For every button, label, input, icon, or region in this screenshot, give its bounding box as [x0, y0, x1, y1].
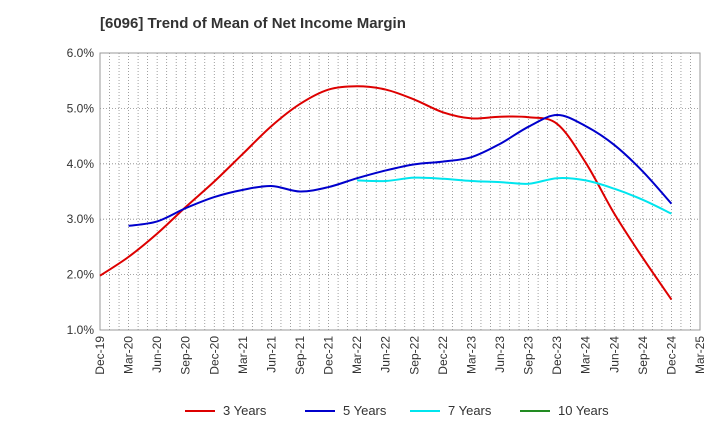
x-tick-label: Jun-21 — [264, 336, 278, 373]
y-tick-label: 3.0% — [67, 212, 95, 226]
series-line-5-years — [128, 114, 673, 227]
chart-title: [6096] Trend of Mean of Net Income Margi… — [100, 15, 406, 32]
y-tick-label: 2.0% — [67, 268, 95, 282]
plot-area-border — [99, 52, 701, 331]
y-tick-label: 6.0% — [67, 46, 95, 60]
legend-label: 3 Years — [223, 403, 267, 418]
x-tick-label: Mar-23 — [464, 336, 478, 374]
x-tick-label: Jun-23 — [493, 336, 507, 373]
x-tick-label: Sep-21 — [293, 336, 307, 375]
grid-lines — [100, 53, 700, 330]
axes: 1.0% 2.0% 3.0% 4.0% 5.0% 6.0% Dec-19 Mar-20 Jun-… — [67, 46, 707, 375]
x-tick-label: Mar-25 — [693, 336, 707, 374]
legend-label: 10 Years — [558, 403, 609, 418]
x-tick-label: Dec-24 — [664, 336, 678, 375]
x-tick-label: Sep-23 — [522, 336, 536, 375]
x-tick-label: Jun-24 — [607, 336, 621, 373]
y-tick-label: 5.0% — [67, 101, 95, 115]
x-tick-label: Jun-22 — [379, 336, 393, 373]
x-tick-label: Dec-22 — [436, 336, 450, 375]
x-tick-label: Sep-24 — [636, 336, 650, 375]
series-line-3-years — [99, 85, 673, 301]
x-tick-label: Dec-23 — [550, 336, 564, 375]
x-tick-label: Dec-19 — [93, 336, 107, 375]
series-lines — [99, 85, 673, 301]
x-tick-label: Dec-21 — [322, 336, 336, 375]
x-tick-label: Sep-20 — [179, 336, 193, 375]
series-line-7-years — [357, 176, 672, 215]
x-tick-label: Mar-20 — [122, 336, 136, 374]
x-tick-label: Jun-20 — [150, 336, 164, 373]
x-tick-label: Sep-22 — [407, 336, 421, 375]
y-tick-label: 1.0% — [67, 323, 95, 337]
legend-label: 5 Years — [343, 403, 387, 418]
x-tick-label: Mar-24 — [579, 336, 593, 374]
x-tick-label: Mar-21 — [236, 336, 250, 374]
legend: 3 Years 5 Years 7 Years 10 Years — [185, 403, 609, 418]
legend-label: 7 Years — [448, 403, 492, 418]
x-tick-label: Mar-22 — [350, 336, 364, 374]
x-tick-label: Dec-20 — [207, 336, 221, 375]
y-tick-label: 4.0% — [67, 157, 95, 171]
